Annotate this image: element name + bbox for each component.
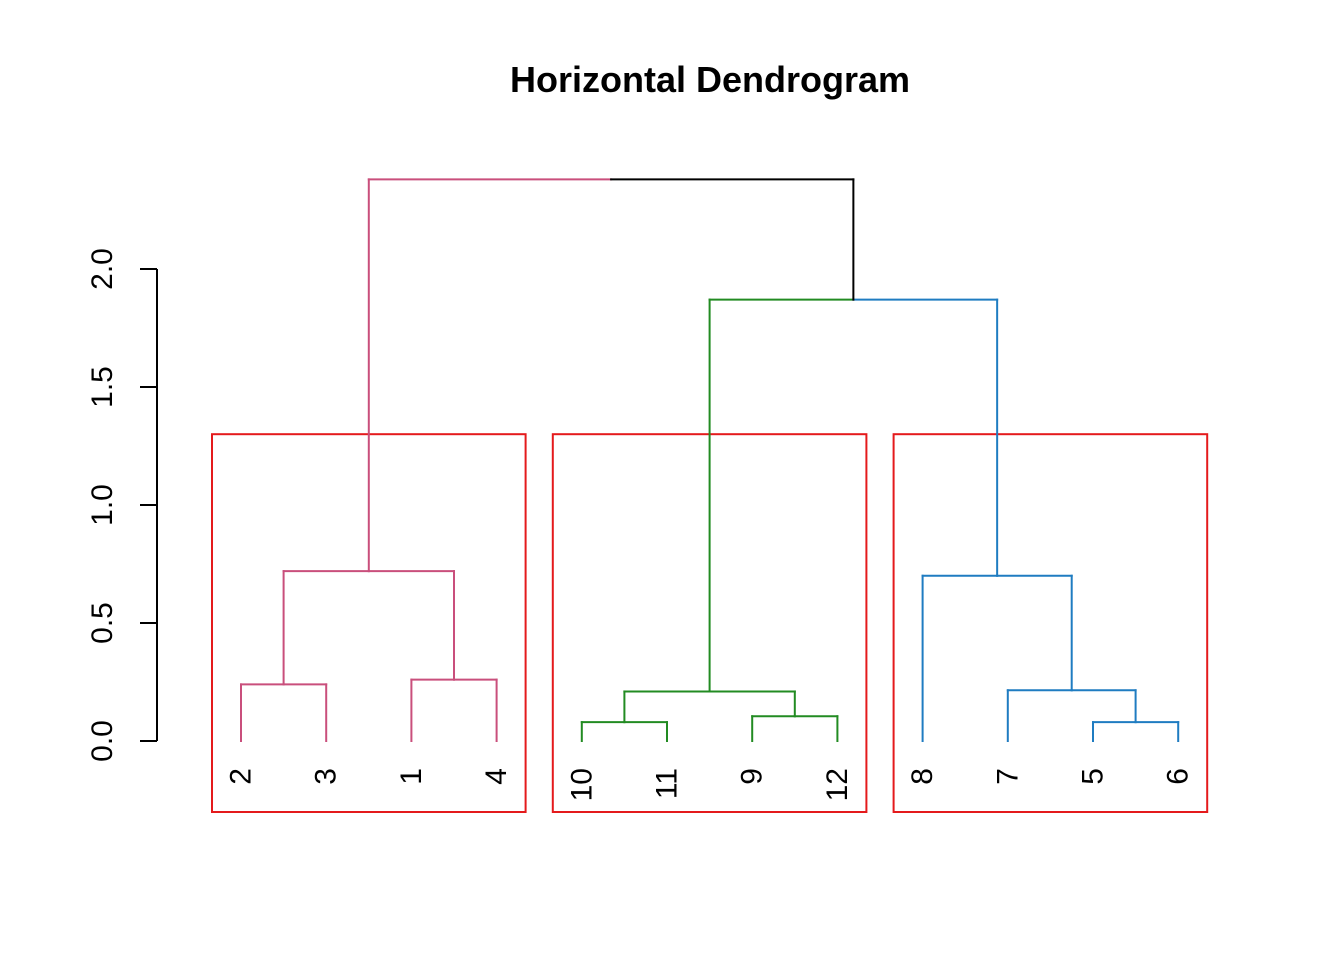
leaf-label: 7 (991, 768, 1024, 785)
leaf-labels: 2 3 1 4 10 11 9 12 8 7 5 6 (225, 768, 1195, 801)
leaf-label: 3 (310, 768, 343, 785)
leaf-label: 8 (906, 768, 939, 785)
leaf-label: 5 (1077, 768, 1110, 785)
chart-title: Horizontal Dendrogram (510, 59, 910, 100)
leaf-label: 9 (736, 768, 769, 785)
cluster-box (892, 433, 1209, 813)
y-tick-label: 1.0 (86, 484, 119, 526)
leaf-label: 2 (225, 768, 258, 785)
y-tick-label: 0.0 (86, 720, 119, 762)
leaf-label: 4 (480, 768, 513, 785)
leaf-label: 11 (651, 768, 684, 799)
y-tick-label: 1.5 (86, 366, 119, 408)
leaf-label: 10 (565, 768, 598, 801)
leaf-label: 6 (1162, 768, 1195, 785)
y-axis: 0.0 0.5 1.0 1.5 2.0 (86, 248, 158, 762)
dendrogram-branches (240, 178, 1180, 742)
leaf-label: 1 (395, 768, 428, 785)
y-tick-label: 2.0 (86, 248, 119, 290)
y-tick-label: 0.5 (86, 602, 119, 644)
leaf-label: 12 (821, 768, 854, 801)
